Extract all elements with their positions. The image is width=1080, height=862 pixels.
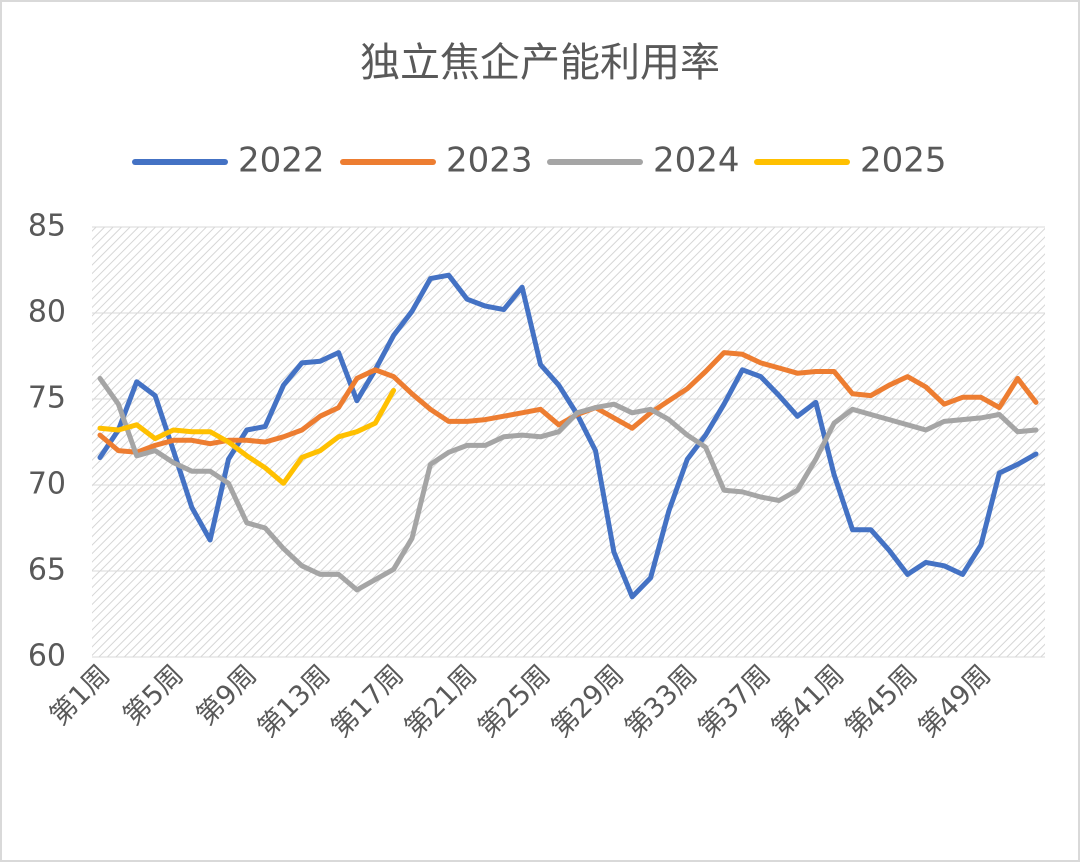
legend-label: 2025 [860,141,947,181]
y-tick-label: 60 [28,639,66,674]
legend-label: 2024 [653,141,740,181]
line-series [97,272,1039,600]
y-tick-label: 70 [28,467,66,502]
y-tick-label: 75 [28,381,66,416]
legend-label: 2023 [446,141,533,181]
chart-title: 独立焦企产能利用率 [360,40,720,86]
legend-label: 2022 [238,141,325,181]
line-series [97,375,1039,593]
y-tick-label: 80 [28,295,66,330]
y-tick-label: 85 [28,209,66,244]
line-series [97,387,397,486]
y-tick-label: 65 [28,553,66,588]
